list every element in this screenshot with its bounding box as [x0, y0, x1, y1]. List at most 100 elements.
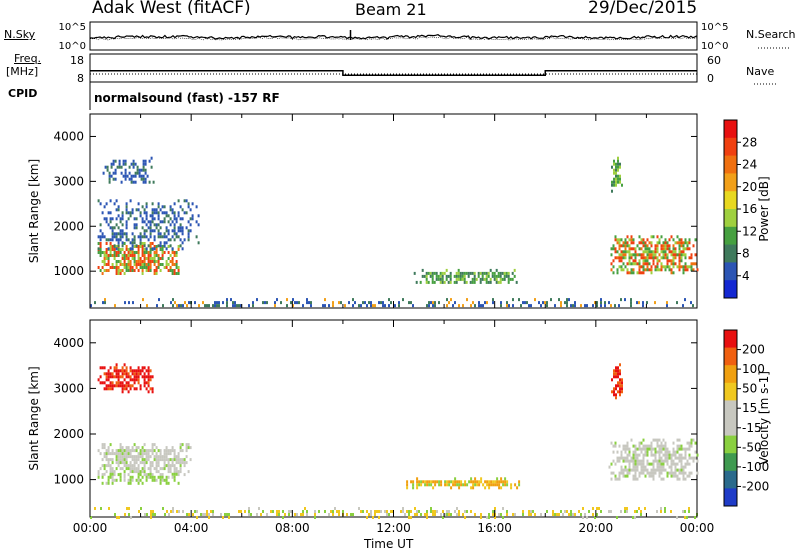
pow-cell: [127, 260, 130, 263]
pow-cell: [147, 244, 150, 248]
colorbar-segment: [724, 453, 737, 472]
pow-cell: [105, 269, 108, 272]
vel-cell: [680, 471, 683, 475]
vel-cell: [304, 507, 306, 510]
pow-cell: [471, 271, 474, 275]
vel-cell: [143, 464, 146, 468]
vel-cell: [140, 507, 142, 510]
pow-cell: [505, 274, 508, 278]
nave-label: Nave: [746, 65, 775, 78]
vel-cell: [107, 369, 110, 373]
pow-cell: [124, 301, 126, 305]
pow-cell: [616, 271, 619, 275]
pow-cell: [450, 298, 452, 302]
pow-cell: [664, 238, 667, 242]
pow-cell: [191, 214, 194, 218]
vel-cell: [688, 441, 691, 445]
pow-cell: [141, 205, 144, 209]
pow-cell: [622, 262, 625, 266]
pow-cell: [107, 260, 110, 263]
vel-cell: [196, 510, 198, 513]
pow-cell: [141, 248, 144, 251]
vel-cell: [107, 387, 110, 391]
vel-cell: [626, 453, 629, 457]
x-tick-label: 00:00: [73, 521, 108, 535]
vel-cell: [678, 477, 681, 481]
vel-cell: [522, 510, 524, 513]
pow-cell: [103, 257, 106, 260]
pow-cell: [674, 253, 677, 257]
pow-cell: [137, 202, 140, 206]
vel-cell: [638, 447, 641, 451]
pow-cell: [644, 262, 647, 266]
vel-cell: [424, 483, 427, 487]
pow-cell: [457, 277, 460, 281]
vel-cell: [630, 456, 633, 460]
vel-cell: [151, 478, 154, 482]
vel-cell: [615, 396, 617, 400]
vel-cell: [652, 477, 655, 481]
pow-cell: [155, 245, 158, 248]
vel-cell: [153, 443, 156, 447]
vel-cell: [634, 450, 637, 454]
pow-cell: [234, 301, 236, 305]
vel-cell: [109, 381, 112, 385]
pow-cell: [131, 208, 134, 212]
pow-cell: [131, 241, 134, 245]
vel-cell: [512, 513, 514, 516]
pow-cell: [497, 271, 500, 275]
vel-cell: [612, 459, 615, 463]
pow-cell: [165, 266, 168, 269]
vel-cell: [494, 507, 496, 510]
vel-cell: [640, 450, 643, 454]
pow-cell: [619, 165, 621, 169]
pow-cell: [157, 223, 160, 227]
vel-cell: [135, 470, 138, 474]
vel-cell: [338, 513, 340, 516]
vel-cell: [159, 467, 162, 471]
vel-cell: [119, 478, 122, 482]
vel-cell: [430, 507, 432, 510]
vel-cell: [678, 456, 681, 460]
vel-cell: [674, 453, 677, 457]
colorbar-tick-label: -50: [742, 440, 762, 454]
colorbar-segment: [724, 488, 737, 507]
pow-cell: [680, 256, 683, 260]
x-tick-label: 08:00: [275, 521, 310, 535]
vel-cell: [664, 441, 667, 445]
pow-cell: [292, 298, 294, 302]
vel-cell: [506, 483, 509, 487]
pow-region-2: [102, 156, 155, 184]
vel-cell: [131, 458, 134, 462]
vel-cell: [504, 483, 507, 487]
vel-cell: [626, 456, 629, 460]
vel-cell: [470, 486, 473, 490]
vel-cell: [488, 513, 490, 516]
pow-cell: [654, 247, 657, 251]
pow-cell: [449, 280, 452, 284]
pow-cell: [668, 250, 671, 254]
pow-cell: [97, 199, 100, 203]
pow-cell: [415, 280, 418, 284]
vel-cell: [147, 384, 150, 388]
vel-cell: [119, 467, 122, 471]
pow-cell: [638, 301, 640, 305]
pow-cell: [113, 248, 116, 251]
pow-cell: [122, 162, 125, 166]
pow-cell: [139, 241, 142, 245]
vel-cell: [615, 384, 617, 388]
pow-cell: [143, 211, 146, 215]
pow-cell: [666, 262, 669, 266]
pow-cell: [670, 271, 673, 275]
vel-cell: [668, 456, 671, 460]
pow-cell: [161, 235, 164, 239]
vel-cell: [488, 516, 490, 519]
vel-cell: [113, 369, 116, 373]
pow-cell: [170, 301, 172, 305]
pow-cell: [433, 271, 436, 275]
vel-cell: [175, 455, 178, 459]
vel-cell: [130, 516, 132, 519]
pow-cell: [151, 217, 154, 221]
pow-cell: [624, 256, 627, 260]
vel-cell: [644, 453, 647, 457]
